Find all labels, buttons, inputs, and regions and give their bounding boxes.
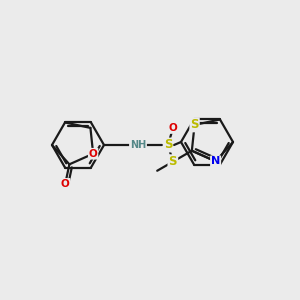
Text: O: O [169, 157, 177, 167]
Text: O: O [169, 123, 177, 133]
Text: S: S [164, 139, 172, 152]
Text: NH: NH [130, 140, 146, 150]
Text: S: S [169, 155, 177, 168]
Text: O: O [89, 149, 98, 159]
Text: S: S [190, 118, 199, 131]
Text: N: N [211, 156, 220, 166]
Text: O: O [61, 179, 70, 189]
